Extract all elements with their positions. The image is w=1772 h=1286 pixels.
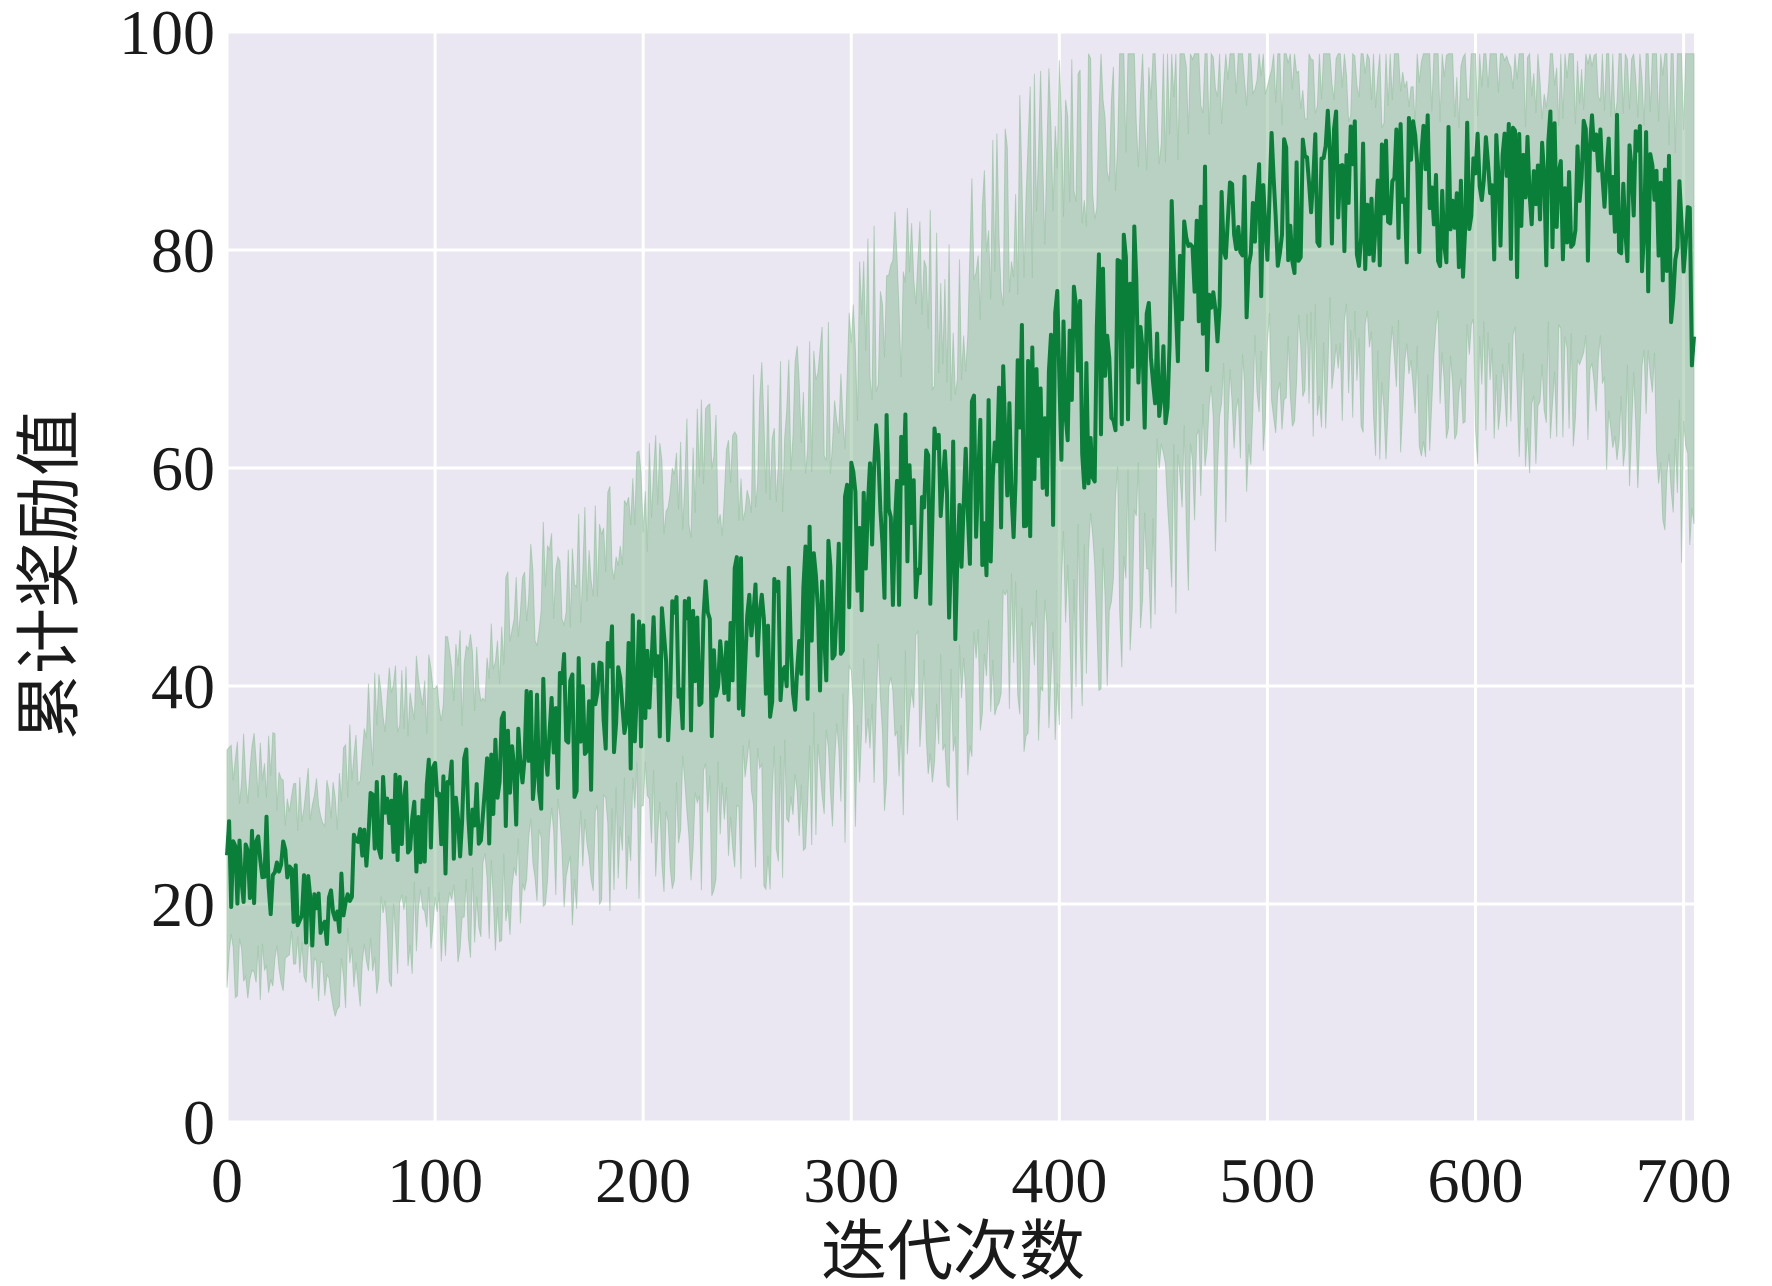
- y-tick-labels: 0 20 40 60 80 100: [119, 0, 215, 1158]
- y-tick-label: 20: [151, 869, 215, 940]
- x-tick-label: 400: [1011, 1145, 1107, 1216]
- y-tick-label: 40: [151, 651, 215, 722]
- x-tick-label: 0: [211, 1145, 243, 1216]
- reward-line: [225, 108, 1696, 948]
- x-tick-label: 200: [595, 1145, 691, 1216]
- x-tick-label: 600: [1428, 1145, 1524, 1216]
- y-axis-label: 累计奖励值: [11, 410, 88, 740]
- x-tick-label: 300: [803, 1145, 899, 1216]
- x-tick-labels: 0 100 200 300 400 500 600 700: [211, 1145, 1732, 1216]
- x-tick-label: 700: [1636, 1145, 1732, 1216]
- x-tick-label: 500: [1219, 1145, 1315, 1216]
- x-tick-label: 100: [387, 1145, 483, 1216]
- y-tick-label: 100: [119, 0, 215, 68]
- mean-reward-line: [225, 108, 1696, 948]
- x-axis-label: 迭代次数: [821, 1213, 1085, 1286]
- y-tick-label: 60: [151, 433, 215, 504]
- y-tick-label: 0: [183, 1087, 215, 1158]
- y-tick-label: 80: [151, 215, 215, 286]
